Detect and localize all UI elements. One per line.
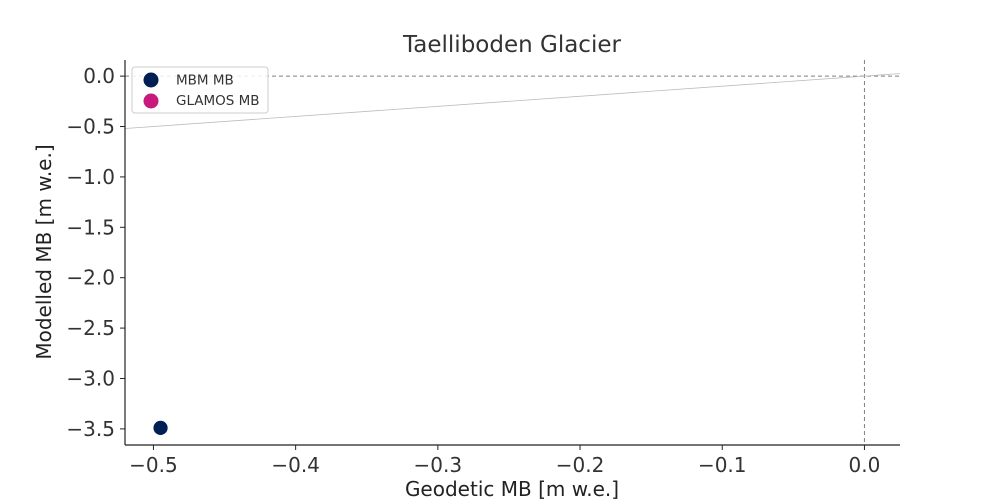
identity-line xyxy=(124,73,901,129)
legend-frame xyxy=(131,66,269,114)
y-tick-label: −0.5 xyxy=(66,115,115,139)
y-tick-label: −1.5 xyxy=(66,215,115,239)
legend-marker-mbm xyxy=(143,72,159,88)
legend-marker-glamos xyxy=(143,93,159,109)
legend-label-glamos: GLAMOS MB xyxy=(176,93,260,109)
y-axis-label: Modelled MB [m w.e.] xyxy=(32,144,56,359)
x-axis-ticks: −0.5 −0.4 −0.3 −0.2 −0.1 0.0 xyxy=(129,445,880,477)
y-tick-label: −3.5 xyxy=(66,417,115,441)
data-point xyxy=(152,419,169,436)
y-tick-label: −3.0 xyxy=(66,366,115,390)
y-axis-ticks: 0.0 −0.5 −1.0 −1.5 −2.0 −2.5 −3.0 −3.5 xyxy=(66,64,125,441)
data-points xyxy=(152,419,169,436)
reference-lines xyxy=(124,60,901,445)
x-tick-label: 0.0 xyxy=(849,453,881,477)
y-tick-label: −1.0 xyxy=(66,165,115,189)
x-tick-label: −0.3 xyxy=(414,453,463,477)
y-tick-label: −2.5 xyxy=(66,316,115,340)
x-tick-label: −0.4 xyxy=(271,453,320,477)
chart-title: Taelliboden Glacier xyxy=(402,32,621,58)
y-tick-label: 0.0 xyxy=(83,64,115,88)
y-tick-label: −2.0 xyxy=(66,266,115,290)
x-tick-label: −0.1 xyxy=(698,453,747,477)
legend-label-mbm: MBM MB xyxy=(176,73,234,89)
x-tick-label: −0.5 xyxy=(129,453,178,477)
legend: MBM MB GLAMOS MB xyxy=(131,66,269,114)
x-axis-label: Geodetic MB [m w.e.] xyxy=(405,477,619,500)
x-tick-label: −0.2 xyxy=(556,453,605,477)
